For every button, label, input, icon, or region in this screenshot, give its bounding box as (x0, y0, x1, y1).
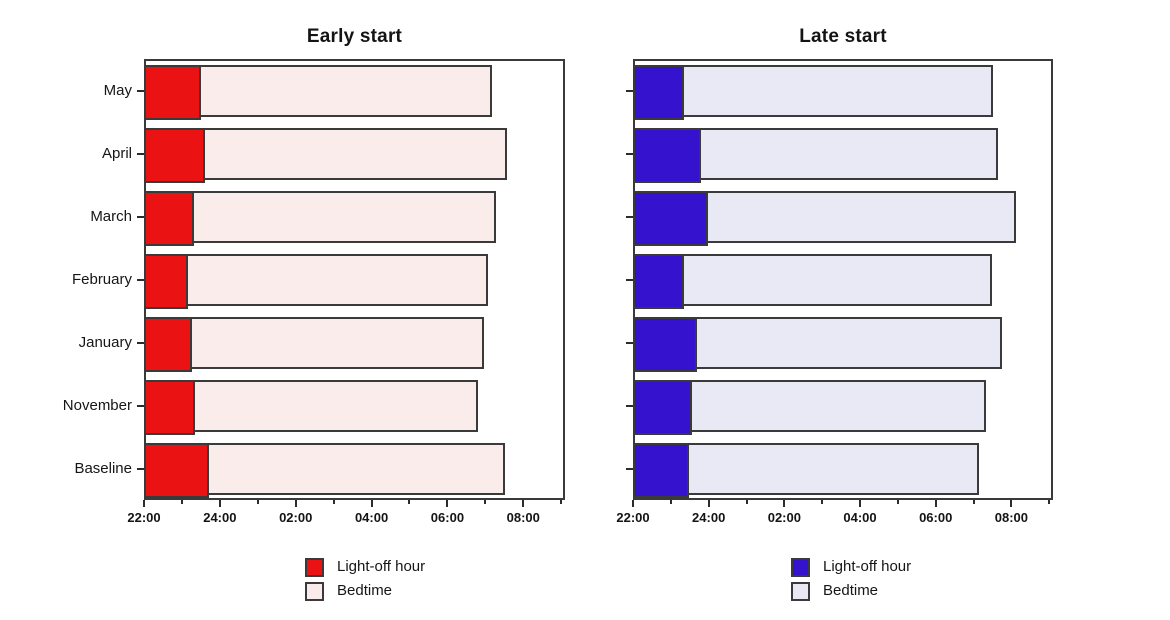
bar-segment-light-off (633, 253, 684, 309)
bar-segment-light-off (144, 64, 202, 120)
x-axis-tick-label: 02:00 (279, 510, 313, 525)
x-axis-minor-tick (560, 500, 563, 504)
plot-layer: May April March February January November Base… (63, 59, 565, 525)
legend-label-light-off: Light-off hour (337, 558, 426, 575)
y-axis-tick (137, 89, 144, 92)
plot-layer: 22:00 24:00 02:00 04:00 06:00 08:00 (616, 59, 1053, 525)
x-axis-tick-label: 04:00 (843, 510, 877, 525)
x-axis-minor-tick (972, 500, 975, 504)
category-label: May (103, 81, 132, 99)
x-axis-major-tick (294, 500, 297, 507)
x-axis-major-tick (446, 500, 449, 507)
x-axis-minor-tick (332, 500, 335, 504)
x-axis-minor-tick (745, 500, 748, 504)
legend-swatch-bedtime (305, 581, 324, 601)
x-axis-tick-label: 02:00 (767, 510, 801, 525)
x-axis-tick-label: 22:00 (127, 510, 161, 525)
legend-row-bedtime: Bedtime (791, 581, 911, 601)
bar-segment-light-off (633, 316, 697, 372)
legend-label-bedtime: Bedtime (823, 582, 879, 599)
x-axis-minor-tick (896, 500, 899, 504)
category-label: March (90, 207, 132, 225)
bar-segment-light-off (144, 127, 206, 183)
legend: Light-off hour Bedtime (305, 557, 425, 601)
x-axis-major-tick (370, 500, 373, 507)
bar-segment-bedtime (144, 190, 497, 243)
legend-row-light-off: Light-off hour (791, 557, 911, 577)
bar-segment-bedtime (144, 316, 485, 369)
bar-segment-bedtime (144, 253, 488, 306)
category-label: November (62, 396, 132, 414)
bar-segment-light-off (633, 379, 693, 435)
x-axis-major-tick (783, 500, 786, 507)
y-axis-tick (626, 341, 633, 344)
x-axis-tick-label: 08:00 (506, 510, 540, 525)
y-axis-tick (626, 89, 633, 92)
bar-segment-light-off (144, 379, 196, 435)
bar-segment-bedtime (633, 253, 993, 306)
bar-segment-light-off (144, 316, 192, 372)
bar-segment-light-off (633, 442, 689, 498)
x-axis-tick-label: 06:00 (430, 510, 465, 525)
bar-segment-light-off (633, 190, 708, 246)
category-label: January (78, 333, 132, 351)
y-axis-tick (626, 278, 633, 281)
y-axis-tick (626, 215, 633, 218)
bar-segment-light-off (144, 442, 210, 498)
x-axis-minor-tick (821, 500, 824, 504)
x-axis-minor-tick (484, 500, 487, 504)
legend-swatch-light-off (791, 557, 810, 577)
y-axis-tick (137, 467, 144, 470)
x-axis-tick-label: 24:00 (203, 510, 237, 525)
legend-swatch-bedtime (791, 581, 810, 601)
x-axis-major-tick (218, 500, 221, 507)
legend-row-light-off: Light-off hour (305, 557, 425, 577)
x-axis-tick-label: 08:00 (994, 510, 1028, 525)
x-axis-minor-tick (408, 500, 411, 504)
category-label: Baseline (74, 459, 132, 477)
chart-title-late-start: Late start (799, 26, 887, 47)
x-axis-minor-tick (180, 500, 183, 504)
x-axis-major-tick (934, 500, 937, 507)
x-axis-tick-label: 24:00 (692, 510, 726, 525)
y-axis-tick (626, 467, 633, 470)
bar-segment-light-off (633, 127, 702, 183)
y-axis-tick (626, 404, 633, 407)
x-axis-tick-label: 06:00 (919, 510, 953, 525)
bar-segment-light-off (144, 190, 195, 246)
x-axis-major-tick (143, 500, 145, 507)
y-axis-tick (137, 215, 144, 218)
x-axis-major-tick (522, 500, 525, 507)
x-axis-minor-tick (1048, 500, 1051, 504)
y-axis-tick (137, 341, 144, 344)
x-axis-major-tick (859, 500, 862, 507)
x-axis-minor-tick (256, 500, 259, 504)
x-axis-tick-label: 22:00 (616, 510, 650, 525)
y-axis-tick (137, 152, 144, 155)
legend: Light-off hour Bedtime (791, 557, 911, 601)
legend-swatch-light-off (305, 557, 324, 577)
legend-label-bedtime: Bedtime (337, 582, 393, 599)
legend-label-light-off: Light-off hour (823, 558, 912, 575)
x-axis-major-tick (632, 500, 634, 507)
category-label: February (71, 270, 132, 288)
x-axis-minor-tick (669, 500, 672, 504)
bar-segment-bedtime (633, 64, 994, 117)
legend-row-bedtime: Bedtime (305, 581, 425, 601)
x-axis-tick-label: 04:00 (354, 510, 389, 525)
x-axis-major-tick (1010, 500, 1013, 507)
bar-segment-light-off (144, 253, 188, 309)
bar-segment-light-off (633, 64, 684, 120)
x-axis-major-tick (707, 500, 710, 507)
chart-title-early-start: Early start (306, 26, 403, 47)
category-label: April (101, 144, 132, 162)
y-axis-tick (137, 278, 144, 281)
bar-segment-bedtime (633, 442, 979, 495)
y-axis-tick (626, 152, 633, 155)
bar-segment-bedtime (144, 379, 479, 432)
y-axis-tick (137, 404, 144, 407)
